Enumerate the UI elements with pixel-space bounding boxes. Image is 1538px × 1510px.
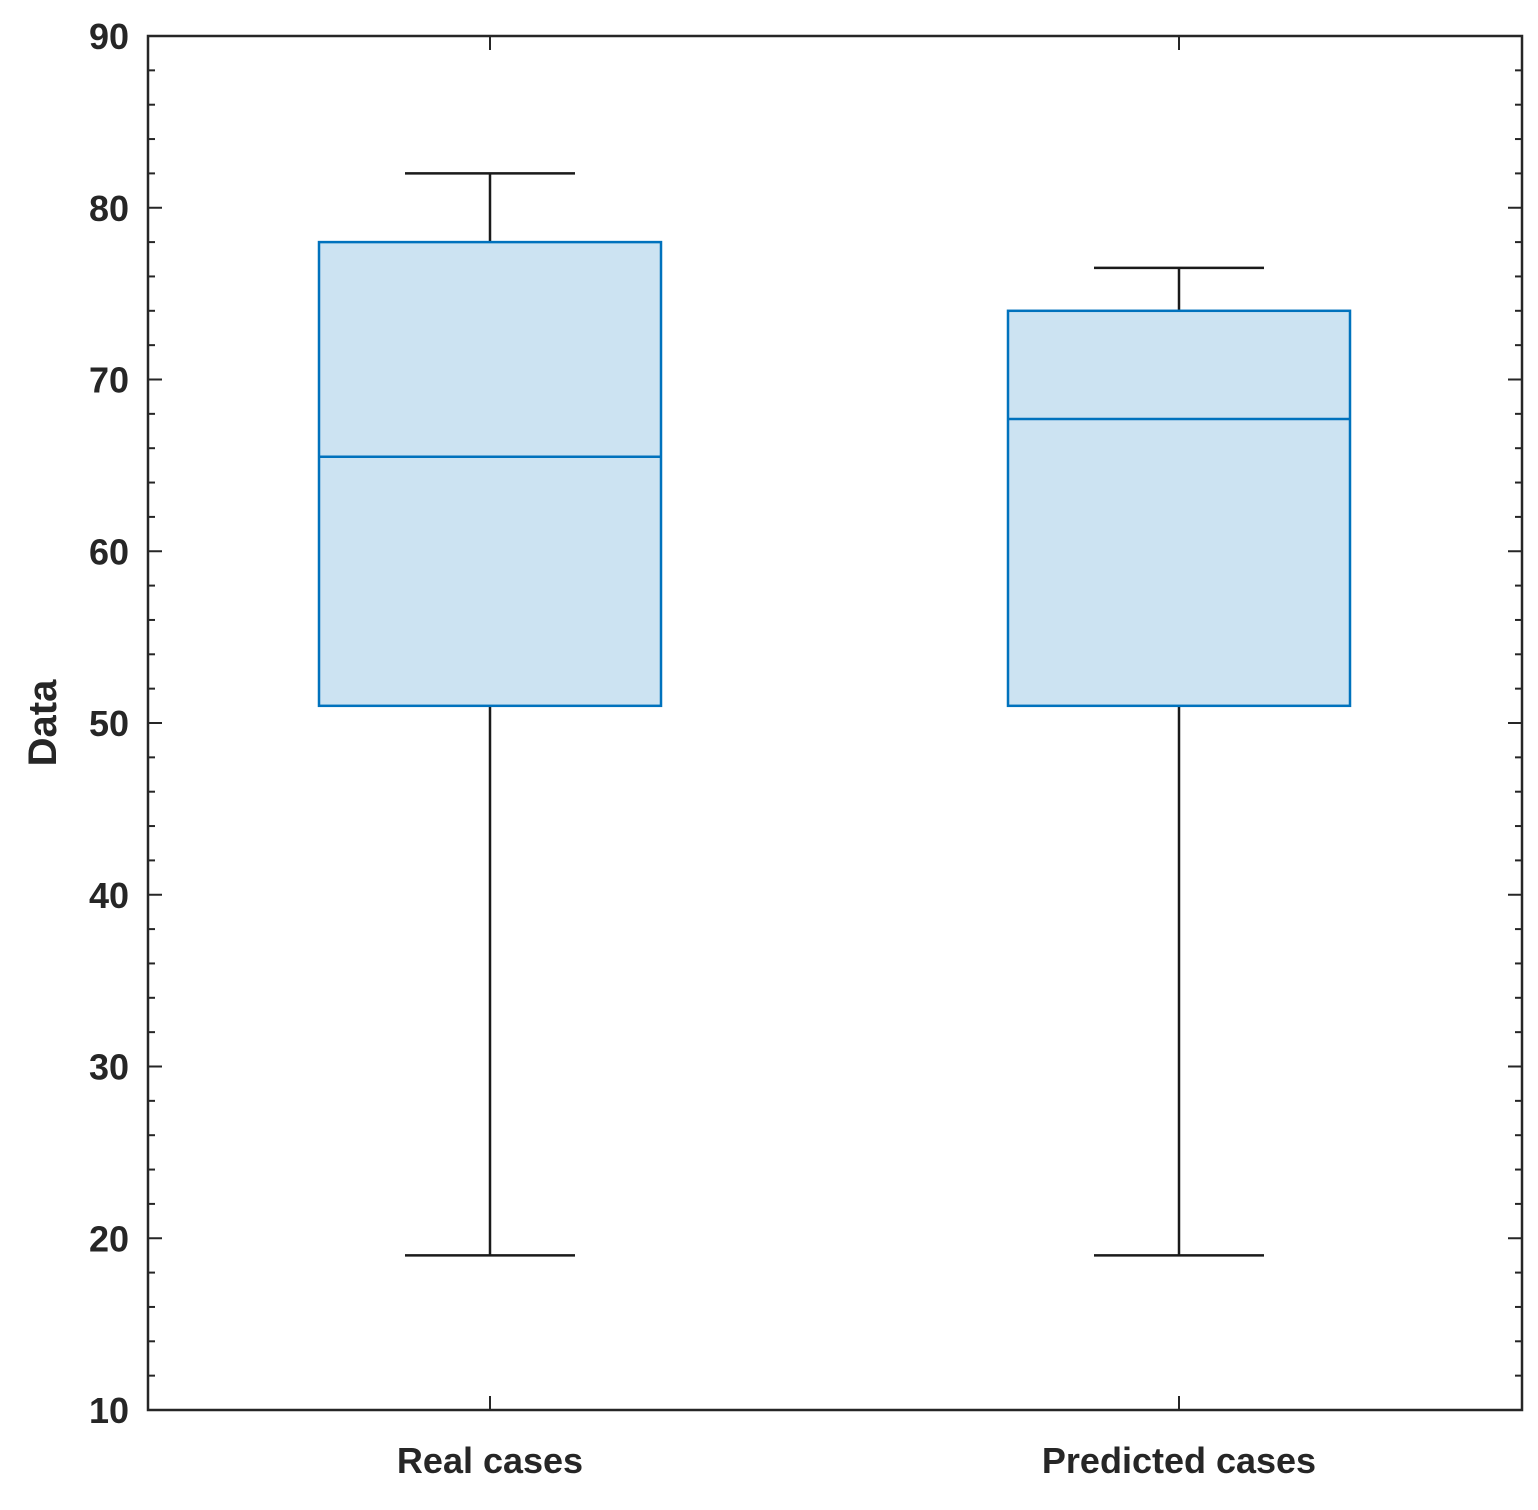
plot-area: 10 20 30 40 50 60 70 80 90 Real cases Predicted ca… xyxy=(89,16,1524,1481)
y-tick-label: 90 xyxy=(89,16,129,57)
y-tick-label: 60 xyxy=(89,531,129,572)
y-tick-label: 50 xyxy=(89,703,129,744)
iqr-box xyxy=(1006,309,1352,708)
x-tick-label: Real cases xyxy=(397,1440,583,1481)
y-tick-label: 20 xyxy=(89,1218,129,1259)
iqr-box xyxy=(317,240,663,708)
x-tick-label: Predicted cases xyxy=(1042,1440,1316,1481)
y-tick-label: 10 xyxy=(89,1390,129,1431)
y-tick-label: 80 xyxy=(89,188,129,229)
y-axis-label: Data xyxy=(21,679,65,766)
plot-frame xyxy=(146,34,1524,1412)
y-tick-label: 40 xyxy=(89,875,129,916)
y-tick-label: 70 xyxy=(89,360,129,401)
y-tick-label: 30 xyxy=(89,1047,129,1088)
